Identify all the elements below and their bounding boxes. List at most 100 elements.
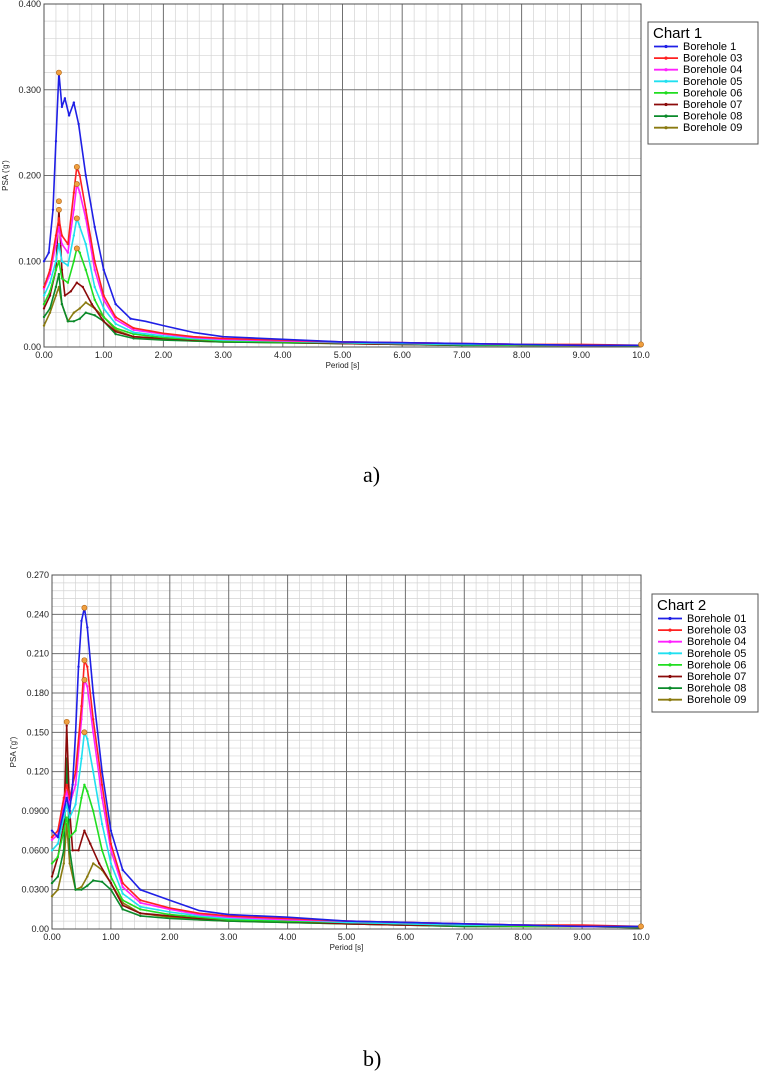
chart-1-legend-entry: Borehole 06 [683, 87, 742, 99]
chart-1-grid [43, 3, 642, 348]
chart-1-x-tick-label: 8.00 [513, 350, 531, 360]
chart-1-data-point [54, 242, 58, 246]
chart-2-legend-entry: Borehole 05 [687, 648, 746, 660]
chart-2-data-point [121, 881, 124, 885]
chart-1-y-tick-label: 0.100 [18, 256, 41, 266]
chart-2-data-point [50, 829, 54, 832]
chart-1-data-point [42, 315, 46, 319]
chart-1-data-point [60, 277, 64, 280]
chart-1-data-point [84, 268, 87, 272]
chart-1-data-point [42, 324, 46, 327]
chart-2-peak-marker [63, 718, 70, 725]
chart-1-legend-swatch-marker [664, 114, 668, 118]
chart-1-data-point [78, 174, 82, 177]
chart-2-x-tick-label: 4.00 [279, 932, 297, 942]
chart-2-data-point [62, 796, 65, 800]
chart-2-data-point [92, 718, 95, 721]
chart-1-legend-swatch-marker [664, 44, 668, 49]
chart-1-data-point [81, 285, 85, 289]
chart-2-legend-entry: Borehole 09 [687, 694, 746, 706]
chart-2-data-point [121, 892, 124, 895]
chart-2-data-point [139, 914, 142, 918]
chart-1-x-tick-label: 3.00 [214, 350, 232, 360]
chart-1-data-point [102, 298, 105, 302]
chart-1-y-tick-label: 0.00 [23, 342, 41, 352]
chart-2-x-tick-label: 0.00 [43, 932, 61, 942]
chart-1-data-point [48, 311, 52, 314]
chart-2-data-point [109, 881, 113, 885]
chart-1-data-point [54, 294, 58, 297]
chart-2-legend-entry: Borehole 07 [687, 671, 746, 683]
chart-1-data-point [63, 294, 67, 297]
chart-2-y-tick-label: 0.00 [31, 924, 49, 934]
chart-2-data-point [86, 875, 89, 878]
chart-1-data-point [60, 242, 64, 246]
chart-1-data-point [66, 281, 70, 284]
chart-1-peak-marker [56, 206, 62, 213]
chart-2-data-point [62, 862, 65, 865]
chart-1-legend-swatch-marker [664, 126, 668, 130]
chart-1-data-point [78, 225, 82, 229]
chart-1-data-point [114, 315, 117, 319]
chart-1-x-tick-label: 0.00 [35, 350, 53, 360]
chart-2-data-point [50, 875, 54, 878]
chart-1-data-point [66, 251, 70, 254]
chart-1-data-point [114, 330, 117, 333]
chart-2-data-point [139, 898, 142, 902]
chart-1-data-point [60, 302, 64, 306]
chart-1-data-point [75, 281, 79, 284]
chart-1-data-point [57, 217, 61, 220]
chart-1-data-point [132, 331, 135, 334]
chart-2-legend-entry: Borehole 04 [687, 636, 746, 648]
chart-1-data-point [84, 311, 87, 314]
chart-2-data-point [86, 884, 89, 887]
chart-2-data-point [50, 838, 54, 842]
chart-1-peak-marker [56, 69, 62, 76]
chart-1-legend-swatch-marker [664, 102, 668, 107]
chart-2-data-point [139, 912, 142, 915]
chart-1-data-point [78, 317, 82, 320]
chart-1-x-axis-title: Period [s] [326, 361, 360, 370]
chart-1-data-point [93, 298, 96, 302]
chart-2-x-tick-label: 7.00 [456, 932, 474, 942]
chart-1-data-point [132, 332, 135, 336]
chart-2-data-point [56, 842, 60, 845]
chart-1-data-point [60, 234, 64, 237]
chart-2-data-point [109, 849, 113, 852]
chart-2-data-point [121, 885, 124, 889]
chart-1-legend-entry: Borehole 04 [683, 64, 742, 76]
chart-2-series-line [51, 731, 641, 928]
chart-1-axis-frame [43, 3, 642, 348]
chart-2-peak-marker [81, 676, 88, 683]
chart-2-data-point [100, 770, 104, 773]
chart-1-peak-marker [73, 164, 80, 170]
chart-2-data-point [62, 809, 65, 813]
chart-1-data-point [93, 268, 96, 272]
chart-2-data-point [92, 879, 95, 882]
chart-1-data-point [57, 260, 61, 263]
chart-1-data-point [54, 285, 58, 289]
chart-2-data-point [100, 849, 104, 852]
chart-2-data-point [74, 770, 77, 773]
chart-2-y-tick-label: 0.0600 [21, 845, 49, 855]
chart-2-data-point [68, 809, 71, 813]
chart-2-data-point [62, 849, 65, 852]
chart-2-legend-swatch-marker [668, 651, 672, 655]
chart-1-data-point [72, 311, 76, 314]
chart-2-data-point [50, 895, 54, 898]
chart-2-data-point [92, 691, 95, 695]
chart-1-legend-box [647, 21, 759, 145]
chart-2-axis-frame [51, 574, 642, 930]
chart-1-x-tick-label: 7.00 [453, 350, 471, 360]
chart-2-data-point [74, 888, 77, 891]
chart-1-peak-marker [56, 198, 62, 205]
chart-1-data-point [84, 301, 87, 304]
chart-1-data-point [90, 302, 93, 306]
chart-2-legend-swatch-marker [668, 686, 672, 690]
chart-2-peak-marker [81, 604, 88, 611]
chart-2-x-tick-label: 9.00 [573, 932, 591, 942]
chart-1-series-group [42, 71, 642, 347]
chart-1-data-point [114, 318, 117, 321]
chart-2-x-tick-label: 8.00 [514, 932, 532, 942]
